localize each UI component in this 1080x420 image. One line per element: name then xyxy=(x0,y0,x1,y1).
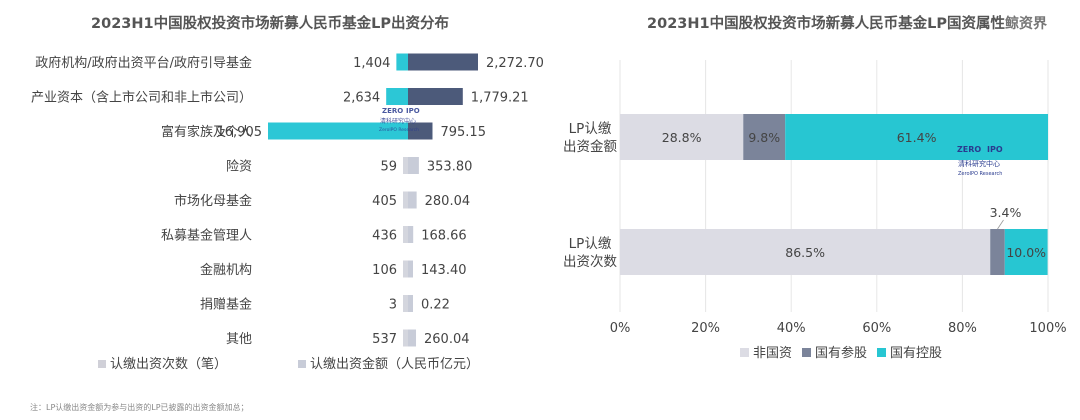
amount-bar xyxy=(408,295,413,312)
legend-label: 国有参股 xyxy=(815,345,867,361)
count-bar xyxy=(403,329,408,347)
x-tick-label: 0% xyxy=(610,321,631,336)
category-label: 产业资本（含上市公司和非上市公司） xyxy=(31,90,252,106)
stacked-bar-segment xyxy=(785,114,1048,160)
category-label: 出资金额 xyxy=(563,139,617,155)
category-label: LP认缴 xyxy=(569,236,612,252)
count-bar xyxy=(403,157,408,174)
amount-value-label: 168.66 xyxy=(421,229,467,244)
count-value-label: 3 xyxy=(389,298,397,313)
category-label: 金融机构 xyxy=(200,262,252,278)
watermark-text-ipo: IPO xyxy=(406,107,420,115)
stacked-bar-segment xyxy=(743,114,786,160)
count-value-label: 2,634 xyxy=(343,91,380,106)
legend-label-amount: 认缴出资金额（人民币亿元） xyxy=(310,356,479,372)
right-chart-title: 2023H1中国股权投资市场新募人民币基金LP国资属性 xyxy=(647,14,1005,32)
amount-value-label: 280.04 xyxy=(425,194,471,209)
count-value-label: 1,404 xyxy=(353,56,390,71)
footnote: 注：LP认缴出资金额为参与出资的LP已披露的出资金额加总； xyxy=(30,402,249,412)
count-value-label: 436 xyxy=(372,229,397,244)
category-label: 市场化母基金 xyxy=(174,193,252,209)
x-tick-label: 40% xyxy=(777,321,806,336)
category-label: 政府机构/政府出资平台/政府引导基金 xyxy=(35,55,252,71)
left-chart-title: 2023H1中国股权投资市场新募人民币基金LP出资分布 xyxy=(91,14,449,32)
amount-bar xyxy=(408,191,417,209)
category-label: LP认缴 xyxy=(569,121,612,137)
count-bar xyxy=(403,191,408,209)
segment-value-label: 9.8% xyxy=(748,130,780,145)
segment-value-label: 3.4% xyxy=(990,205,1022,220)
watermark-text-ipo-right: IPO xyxy=(987,145,1003,154)
category-label: 出资次数 xyxy=(563,254,617,270)
x-tick-label: 60% xyxy=(862,321,891,336)
amount-bar xyxy=(408,88,463,105)
count-value-label: 106 xyxy=(372,263,397,278)
legend-label: 非国资 xyxy=(753,346,792,361)
amount-bar xyxy=(408,122,433,140)
count-bar xyxy=(396,53,408,71)
amount-bar xyxy=(408,53,478,71)
amount-value-label: 353.80 xyxy=(427,160,473,175)
legend-label: 国有控股 xyxy=(890,346,942,361)
legend-swatch-amount xyxy=(298,360,306,368)
legend-swatch-count xyxy=(98,360,106,368)
count-value-label: 59 xyxy=(380,160,397,175)
watermark-text-zero-right: ZERO xyxy=(957,145,981,154)
watermark-logo: ZERO IPO 清科研究中心 ZeroIPO Research xyxy=(379,107,420,133)
amount-value-label: 0.22 xyxy=(421,298,450,313)
x-tick-label: 20% xyxy=(691,321,720,336)
count-bar xyxy=(268,122,408,140)
segment-value-label: 10.0% xyxy=(1006,245,1046,260)
count-bar xyxy=(403,260,408,278)
category-label: 捐赠基金 xyxy=(200,297,252,313)
count-bar xyxy=(386,88,408,105)
brand-label: 鲸资界 xyxy=(1005,15,1048,32)
legend-swatch xyxy=(802,348,811,357)
category-label: 险资 xyxy=(226,160,252,175)
count-value-label: 16,905 xyxy=(217,125,263,140)
amount-value-label: 795.15 xyxy=(440,125,486,140)
watermark-text-cn: 清科研究中心 xyxy=(380,117,416,125)
legend-swatch xyxy=(740,348,749,357)
label-leader-line xyxy=(997,219,1004,230)
count-value-label: 537 xyxy=(372,332,397,347)
amount-bar xyxy=(408,226,414,243)
watermark-text-en: ZeroIPO Research xyxy=(379,127,419,133)
category-label: 私募基金管理人 xyxy=(161,228,252,244)
stacked-bar-segment xyxy=(1004,229,1048,275)
segment-value-label: 28.8% xyxy=(662,130,702,145)
category-label: 其他 xyxy=(226,332,252,347)
count-value-label: 405 xyxy=(372,194,397,209)
amount-value-label: 260.04 xyxy=(424,332,470,347)
watermark-text-cn-right: 清科研究中心 xyxy=(958,159,1000,168)
amount-value-label: 1,779.21 xyxy=(471,91,529,106)
x-tick-label: 100% xyxy=(1029,321,1066,336)
count-bar xyxy=(403,295,408,312)
x-tick-label: 80% xyxy=(948,321,977,336)
watermark-logo-right: ZERO IPO 清科研究中心 ZeroIPO Research xyxy=(957,145,1003,177)
count-bar xyxy=(403,226,408,243)
segment-value-label: 86.5% xyxy=(785,245,825,260)
amount-bar xyxy=(408,329,417,347)
stacked-bar-segment xyxy=(620,229,991,275)
stacked-bar-segment xyxy=(620,114,744,160)
legend-swatch xyxy=(877,348,886,357)
amount-bar xyxy=(408,260,413,278)
stacked-bar-segment xyxy=(990,229,1005,275)
legend-label-count: 认缴出资次数（笔） xyxy=(110,356,227,372)
amount-bar xyxy=(408,157,419,174)
amount-value-label: 143.40 xyxy=(421,263,467,278)
watermark-text-en-right: ZeroIPO Research xyxy=(958,171,1002,177)
watermark-text-zero: ZERO xyxy=(382,107,403,115)
segment-value-label: 61.4% xyxy=(897,130,937,145)
category-label: 富有家族及个人 xyxy=(161,124,252,140)
amount-value-label: 2,272.70 xyxy=(486,56,544,71)
